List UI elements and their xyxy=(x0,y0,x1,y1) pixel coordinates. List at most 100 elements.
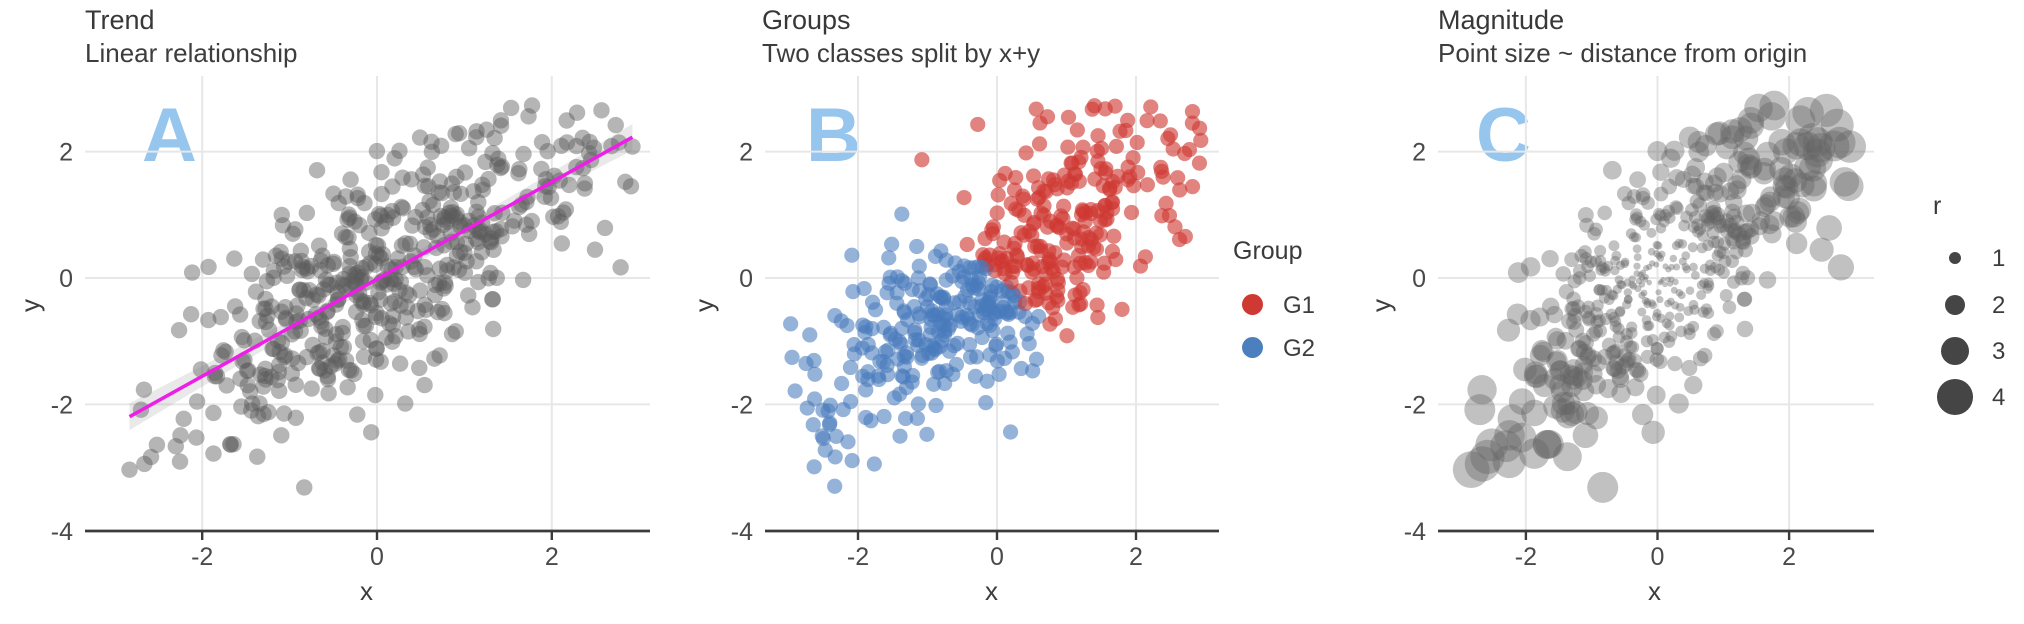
data-point xyxy=(265,269,282,287)
data-point xyxy=(1727,175,1747,195)
data-point xyxy=(1785,105,1816,136)
data-point xyxy=(586,241,604,258)
data-point xyxy=(1734,233,1751,249)
legend-label-g1: G1 xyxy=(1283,292,1316,319)
data-point xyxy=(309,344,326,362)
data-point xyxy=(1722,300,1737,315)
data-point xyxy=(432,137,450,154)
data-point xyxy=(1704,174,1723,193)
data-point xyxy=(1690,270,1700,280)
data-point xyxy=(1532,373,1556,398)
data-point xyxy=(472,222,489,239)
data-point xyxy=(1006,182,1023,198)
data-point xyxy=(272,243,289,261)
data-point xyxy=(1678,219,1690,232)
data-point xyxy=(1576,402,1600,426)
data-point xyxy=(319,257,336,274)
data-point xyxy=(817,442,833,458)
data-point xyxy=(1013,360,1029,377)
data-point xyxy=(1658,250,1666,258)
data-point xyxy=(1587,471,1619,503)
data-point xyxy=(1599,266,1611,277)
data-point xyxy=(1126,178,1142,194)
data-point xyxy=(1546,327,1566,347)
data-point xyxy=(820,403,836,419)
data-point xyxy=(172,427,189,444)
y-axis-A: 2 0 -2 -4 xyxy=(51,139,73,546)
data-point xyxy=(1588,324,1603,339)
data-point xyxy=(1031,136,1048,152)
data-point xyxy=(1579,348,1597,366)
data-point xyxy=(1558,284,1575,300)
data-point xyxy=(258,273,276,290)
data-point xyxy=(1779,205,1802,228)
data-point xyxy=(1694,134,1717,157)
data-point xyxy=(468,123,485,140)
data-point xyxy=(467,129,485,146)
data-point xyxy=(450,213,468,230)
data-point xyxy=(295,282,312,299)
data-point xyxy=(1626,378,1645,397)
data-point xyxy=(1664,140,1685,161)
data-point xyxy=(273,427,290,444)
data-point xyxy=(607,116,624,134)
data-point xyxy=(867,302,884,318)
data-point xyxy=(393,198,410,216)
data-point xyxy=(1572,264,1587,278)
data-point xyxy=(1628,232,1640,243)
data-point xyxy=(337,277,354,295)
data-point xyxy=(991,366,1007,383)
data-point xyxy=(990,187,1006,203)
data-point xyxy=(1616,280,1626,289)
data-point xyxy=(1605,360,1623,377)
data-point xyxy=(362,297,380,314)
data-point xyxy=(439,213,456,231)
data-point xyxy=(1686,158,1706,177)
data-point xyxy=(1059,180,1075,196)
legend-size-dot-2 xyxy=(1945,295,1965,315)
data-point xyxy=(286,253,304,270)
data-point xyxy=(349,186,366,203)
data-point xyxy=(894,206,910,222)
data-point xyxy=(1704,259,1716,271)
data-point xyxy=(1683,327,1696,341)
data-point xyxy=(1698,184,1715,202)
data-point xyxy=(484,223,502,241)
data-point xyxy=(1669,254,1678,263)
data-point xyxy=(1563,369,1584,390)
data-point xyxy=(378,329,395,346)
y-tick-label: -2 xyxy=(731,391,753,419)
data-point xyxy=(367,351,385,368)
data-point xyxy=(319,368,336,385)
data-point xyxy=(411,325,428,343)
data-point xyxy=(1123,204,1140,221)
data-point xyxy=(121,461,138,478)
data-point xyxy=(1620,328,1633,341)
data-point xyxy=(1586,375,1607,395)
data-point xyxy=(188,393,206,410)
data-point xyxy=(397,395,414,412)
data-point xyxy=(271,356,288,374)
data-point xyxy=(1106,228,1122,244)
data-point xyxy=(1641,315,1652,325)
data-point xyxy=(1054,259,1070,275)
data-point xyxy=(317,328,335,346)
data-point xyxy=(325,253,343,271)
data-point xyxy=(1786,128,1815,157)
data-point xyxy=(1646,279,1652,286)
data-point xyxy=(320,385,337,402)
data-point xyxy=(1547,349,1568,370)
data-point xyxy=(252,366,269,383)
data-point xyxy=(292,242,310,260)
data-point xyxy=(217,343,234,360)
data-point xyxy=(1053,208,1069,224)
data-point xyxy=(1656,296,1664,304)
data-point xyxy=(1753,157,1777,181)
data-point xyxy=(1655,223,1667,234)
data-point xyxy=(255,300,272,318)
data-point xyxy=(289,354,307,372)
data-point xyxy=(1630,362,1647,379)
data-point xyxy=(1833,130,1867,163)
data-point xyxy=(142,448,160,466)
data-point xyxy=(482,234,500,251)
